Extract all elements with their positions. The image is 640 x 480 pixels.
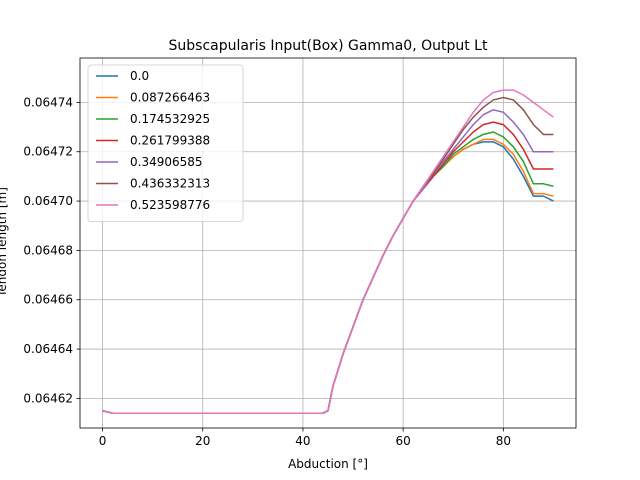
legend-entry: 0.436332313 bbox=[130, 177, 210, 191]
y-tick-label: 0.06468 bbox=[23, 243, 73, 257]
x-tick-label: 40 bbox=[295, 434, 310, 448]
x-tick-label: 0 bbox=[99, 434, 107, 448]
x-axis-label: Abduction [°] bbox=[288, 457, 368, 471]
y-axis-label: Tendon length [m] bbox=[0, 187, 9, 298]
plot-frame bbox=[79, 57, 577, 429]
legend-entry: 0.0 bbox=[130, 69, 149, 83]
legend: 0.0 0.087266463 0.174532925 0.261799388 0.34… bbox=[87, 64, 244, 222]
legend-entry: 0.261799388 bbox=[130, 134, 210, 148]
x-tick-label: 20 bbox=[195, 434, 210, 448]
legend-entry: 0.174532925 bbox=[130, 112, 210, 126]
y-tick-label: 0.06466 bbox=[23, 293, 73, 307]
legend-entry: 0.34906585 bbox=[130, 155, 203, 169]
series-line bbox=[102, 89, 554, 414]
plot-lines bbox=[102, 89, 554, 414]
x-tick-label: 60 bbox=[396, 434, 411, 448]
y-tick-label: 0.06470 bbox=[23, 194, 73, 208]
grid bbox=[80, 58, 576, 428]
y-tick-label: 0.06464 bbox=[23, 342, 73, 356]
x-tick-label: 80 bbox=[496, 434, 511, 448]
y-tick-label: 0.06462 bbox=[23, 391, 73, 405]
y-tick-label: 0.06472 bbox=[23, 145, 73, 159]
chart-title: Subscapularis Input(Box) Gamma0, Output … bbox=[169, 38, 488, 54]
axis-ticks: 0 20 40 60 80 0.06462 0.06464 0.06466 0.06468 0.0… bbox=[23, 95, 511, 448]
legend-entry: 0.523598776 bbox=[130, 198, 210, 212]
legend-box bbox=[87, 64, 244, 222]
legend-entry: 0.087266463 bbox=[130, 91, 210, 105]
y-tick-label: 0.06474 bbox=[23, 95, 73, 109]
